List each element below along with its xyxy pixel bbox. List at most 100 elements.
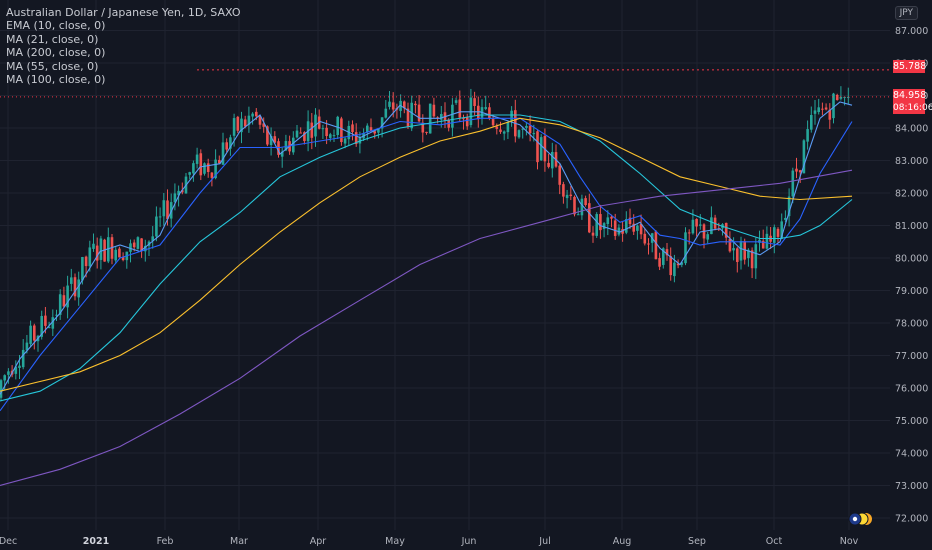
candle-body [299, 132, 302, 134]
ma21-line [0, 117, 853, 412]
candle-body [232, 118, 236, 136]
legend-ma100[interactable]: MA (100, close, 0) [6, 73, 106, 87]
x-tick-label: Mar [230, 536, 248, 547]
x-tick-label: May [385, 536, 405, 547]
candle-body [584, 198, 587, 206]
candle-body [273, 136, 277, 143]
candle-body [62, 295, 66, 307]
candle-body [780, 221, 783, 239]
y-tick-label: 82.000 [895, 189, 928, 200]
candle-body [473, 98, 476, 106]
candle-body [73, 277, 77, 297]
candle-body [380, 117, 384, 129]
candle-body [44, 315, 47, 326]
candle-body [551, 151, 554, 169]
candle-body [66, 285, 69, 308]
candle-body [591, 232, 595, 236]
indicator-legend[interactable]: Australian Dollar / Japanese Yen, 1D, SA… [6, 6, 241, 86]
candle-body [136, 237, 140, 249]
candle-body [832, 93, 835, 119]
candle-body [565, 194, 569, 199]
candle-body [14, 366, 18, 374]
legend-ma200[interactable]: MA (200, close, 0) [6, 46, 106, 60]
candle-body [747, 249, 750, 259]
candle-body [821, 108, 824, 110]
indicator-lines [0, 101, 853, 487]
x-tick-label: Feb [157, 536, 174, 547]
candle-body [406, 108, 410, 127]
candle-body [351, 124, 354, 132]
candle-body [70, 277, 73, 284]
y-tick-label: 79.000 [895, 286, 928, 297]
candle-body [798, 170, 802, 173]
candle-body [732, 248, 735, 251]
candle-body [321, 128, 325, 130]
candle-body [340, 118, 343, 143]
candle-body [817, 107, 820, 113]
legend-ema10[interactable]: EMA (10, close, 0) [6, 19, 106, 33]
candle-body [255, 111, 258, 117]
candle-body [181, 190, 184, 193]
candle-body [18, 365, 21, 368]
legend-ma55[interactable]: MA (55, close, 0) [6, 59, 99, 73]
candle-body [81, 256, 84, 281]
candle-body [839, 96, 843, 99]
candle-body [173, 193, 177, 203]
candle-body [203, 163, 206, 174]
y-tick-label: 77.000 [895, 351, 928, 362]
candle-body [144, 245, 147, 252]
candle-body [384, 108, 388, 118]
y-tick-label: 72.000 [895, 514, 928, 525]
candle-body [403, 101, 406, 109]
candle-body [517, 130, 521, 138]
currency-badge[interactable]: JPY [894, 6, 918, 20]
candle-body [539, 137, 543, 161]
y-tick-label: 73.000 [895, 481, 928, 492]
chart-title[interactable]: Australian Dollar / Japanese Yen, 1D, SA… [6, 6, 241, 19]
candle-body [569, 194, 573, 197]
legend-ma21[interactable]: MA (21, close, 0) [6, 32, 99, 46]
candle-body [647, 243, 650, 245]
y-tick-label: 75.000 [895, 416, 928, 427]
x-axis[interactable]: Dec 2021 Feb Mar Apr May Jun Jul Aug Sep Oct Nov [0, 536, 859, 547]
candle-body [454, 100, 458, 103]
candle-body [336, 116, 339, 136]
candle-body [547, 162, 550, 167]
x-tick-label: Nov [840, 536, 859, 547]
candle-body [358, 136, 362, 144]
candle-body [310, 122, 314, 138]
candle-body [462, 118, 465, 120]
high-line-price-tag: 85.788 [893, 60, 927, 73]
candle-body [728, 239, 732, 252]
candle-body [484, 107, 487, 109]
candle-body [595, 214, 598, 236]
candle-body [676, 263, 680, 266]
candle-body [628, 217, 632, 225]
candle-body [7, 371, 10, 375]
candle-body [680, 262, 684, 265]
candle-body [813, 110, 817, 114]
candle-body [458, 99, 462, 118]
candle-body [177, 190, 180, 196]
candle-body [602, 223, 606, 229]
candle-body [488, 107, 491, 119]
candle-body [621, 228, 624, 234]
candle-body [303, 132, 306, 142]
candle-body [432, 104, 436, 117]
candle-body [236, 116, 240, 131]
candle-body [3, 375, 6, 381]
candle-body [118, 248, 121, 258]
candle-body [724, 222, 728, 238]
candle-body [199, 153, 203, 176]
candle-body [329, 134, 332, 138]
candle-body [114, 249, 117, 261]
candle-body [229, 137, 232, 149]
currency-flags-icon[interactable] [846, 512, 872, 526]
candle-body [687, 232, 691, 234]
candle-body [155, 216, 158, 237]
candle-body [295, 130, 299, 138]
candle-body [410, 102, 413, 129]
candle-body [95, 245, 99, 261]
candle-body [0, 380, 3, 398]
